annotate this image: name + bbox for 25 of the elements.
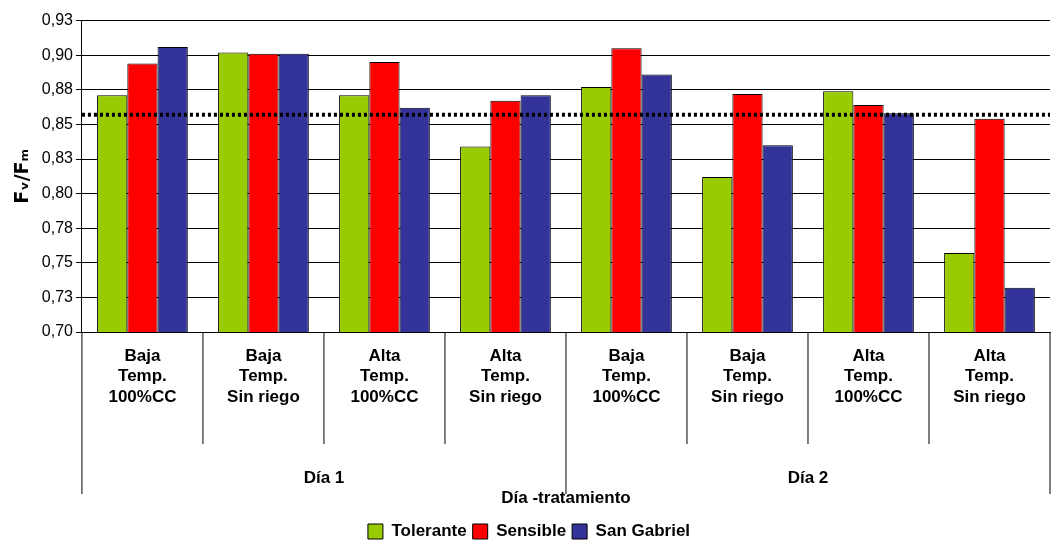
x-tick-label: Baja Temp. Sin riego [711, 345, 784, 406]
y-tick-label: 0,83 [41, 149, 74, 167]
y-tick-label: 0,75 [41, 253, 74, 271]
y-tick-label: 0,70 [41, 322, 74, 340]
y-tick-label: 0,88 [41, 80, 74, 98]
text: Día 1 [303, 467, 345, 487]
legend-label: Sensible [496, 521, 567, 541]
y-tick-label: 0,85 [41, 114, 74, 132]
y-tick-label: 0,93 [41, 11, 74, 29]
legend-label: San Gabriel [595, 521, 691, 541]
x-tick-label: Baja Temp. Sin riego [227, 345, 300, 406]
x-tick-label: Alta Temp. Sin riego [469, 345, 542, 406]
y-tick-label: 0,80 [41, 184, 74, 202]
x-tick-label: Baja Temp. 100%CC [108, 345, 177, 406]
y-tick-label: 0,90 [41, 45, 74, 63]
x-tick-label: Alta Temp. Sin riego [953, 345, 1026, 406]
legend-label: Tolerante [391, 521, 467, 541]
y-tick-label: 0,78 [41, 218, 74, 236]
x-tick-label: Alta Temp. 100%CC [350, 345, 419, 406]
y-tick-label: 0,73 [41, 287, 74, 305]
x-tick-label: Baja Temp. 100%CC [592, 345, 661, 406]
y-axis-title: Fᵥ/Fₘ [10, 148, 33, 204]
text: Día 2 [787, 467, 829, 487]
x-tick-label: Alta Temp. 100%CC [834, 345, 903, 406]
x-axis-title: Día -tratamiento [501, 488, 631, 508]
